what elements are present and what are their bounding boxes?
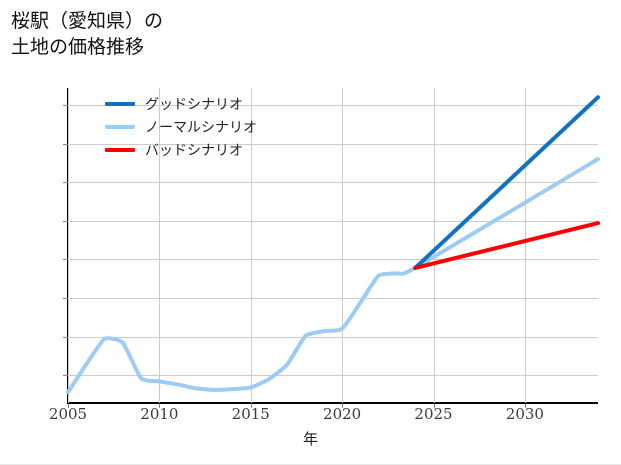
y-axis-tick-mark xyxy=(63,298,68,299)
gridline-vertical xyxy=(434,88,435,403)
legend-color-swatch xyxy=(105,147,135,152)
x-axis-line xyxy=(67,402,598,404)
x-axis-tick-mark xyxy=(524,404,526,408)
y-axis-tick-mark xyxy=(63,375,68,377)
legend-item-label: グッドシナリオ xyxy=(145,96,243,113)
gridline-vertical xyxy=(525,88,526,403)
x-axis-tick-label: 2015 xyxy=(231,405,270,423)
legend-item[interactable]: バッドシナリオ xyxy=(105,138,315,161)
x-axis-tick-label: 2005 xyxy=(48,405,88,423)
series-line xyxy=(413,95,600,270)
chart-title: 桜駅（愛知県）の 土地の価格推移 xyxy=(11,10,164,58)
gridline-vertical xyxy=(251,88,252,403)
series-lines xyxy=(66,95,600,395)
gridline-horizontal xyxy=(68,337,598,338)
y-axis-tick-mark xyxy=(63,220,68,222)
x-axis-tick-mark xyxy=(342,404,344,408)
legend-item[interactable]: グッドシナリオ xyxy=(105,92,315,115)
x-axis-tick-mark xyxy=(159,404,161,408)
y-axis-tick-mark xyxy=(63,259,68,261)
gridline-horizontal xyxy=(68,105,598,106)
gridline-vertical xyxy=(342,88,343,403)
gridline-horizontal xyxy=(68,259,598,260)
x-axis-tick-mark xyxy=(68,404,69,408)
gridline-vertical xyxy=(159,88,160,403)
y-axis-tick-mark xyxy=(63,143,68,145)
y-axis-tick-mark xyxy=(63,182,68,184)
x-axis-tick-mark xyxy=(433,404,435,408)
x-axis-tick-mark xyxy=(250,404,252,408)
series-line xyxy=(66,157,600,395)
x-axis-tick-label: 2020 xyxy=(323,405,362,423)
legend-item-label: ノーマルシナリオ xyxy=(145,119,257,136)
legend-color-swatch xyxy=(105,101,135,106)
gridline-horizontal xyxy=(68,298,598,299)
y-axis-tick-mark xyxy=(63,336,68,338)
plot-area xyxy=(66,88,600,403)
y-axis-tick-mark xyxy=(63,104,68,106)
gridline-horizontal xyxy=(68,221,598,222)
gridline-horizontal xyxy=(68,375,598,376)
gridline-horizontal xyxy=(68,144,598,145)
x-axis-tick-label: 2010 xyxy=(140,405,179,423)
gridline-vertical xyxy=(68,88,69,403)
x-axis-label: 年 xyxy=(302,430,318,448)
x-axis-tick-label: 2030 xyxy=(505,405,544,423)
legend-item-label: バッドシナリオ xyxy=(145,142,243,159)
x-axis-tick-label: 2025 xyxy=(414,405,453,423)
legend-color-swatch xyxy=(105,124,135,129)
chart-legend: グッドシナリオ ノーマルシナリオ バッドシナリオ xyxy=(105,92,315,161)
gridline-horizontal xyxy=(68,182,598,183)
legend-item[interactable]: ノーマルシナリオ xyxy=(105,115,315,138)
series-line xyxy=(413,221,600,270)
